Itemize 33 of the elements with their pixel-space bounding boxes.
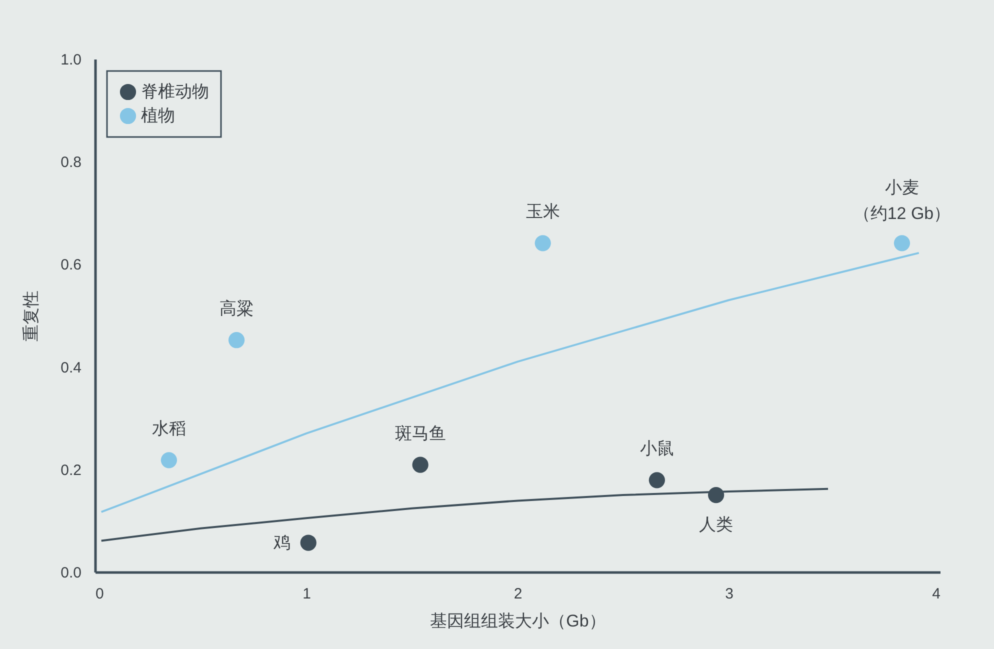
y-tick-label: 1.0 [60, 52, 82, 68]
x-axis-title: 基因组组装大小（Gb） [430, 612, 606, 630]
x-tick-label: 3 [725, 586, 734, 602]
point [160, 452, 177, 468]
legend-label: 植物 [141, 106, 175, 125]
x-tick-label: 0 [96, 586, 104, 602]
y-tick-label: 0.8 [60, 154, 82, 172]
annotation: （约12 Gb） [853, 204, 951, 224]
point [228, 332, 245, 348]
annotation: 小麦 [884, 178, 919, 198]
annotation: 水稻 [152, 419, 186, 438]
annotation: 小鼠 [640, 439, 674, 458]
line-series [100, 252, 920, 513]
annotation: 高粱 [220, 299, 254, 318]
x-tick-label: 1 [302, 586, 311, 602]
point [300, 534, 316, 551]
x-tick-label: 4 [932, 586, 940, 602]
legend-label: 脊椎动物 [141, 82, 209, 101]
annotation: 斑马鱼 [394, 424, 446, 443]
point [412, 456, 428, 473]
annotation: 鸡 [272, 532, 290, 552]
annotation: 人类 [699, 515, 734, 534]
y-tick-label: 0.0 [60, 564, 82, 582]
y-axis-title: 重复性 [22, 290, 41, 342]
point [708, 487, 724, 504]
point [648, 472, 665, 488]
point [534, 235, 551, 252]
annotation: 玉米 [526, 202, 560, 222]
y-tick-label: 0.6 [60, 256, 82, 274]
point [894, 235, 910, 252]
x-tick-label: 2 [514, 586, 522, 602]
y-tick-label: 0.2 [60, 462, 82, 479]
y-tick-label: 0.4 [60, 359, 82, 376]
